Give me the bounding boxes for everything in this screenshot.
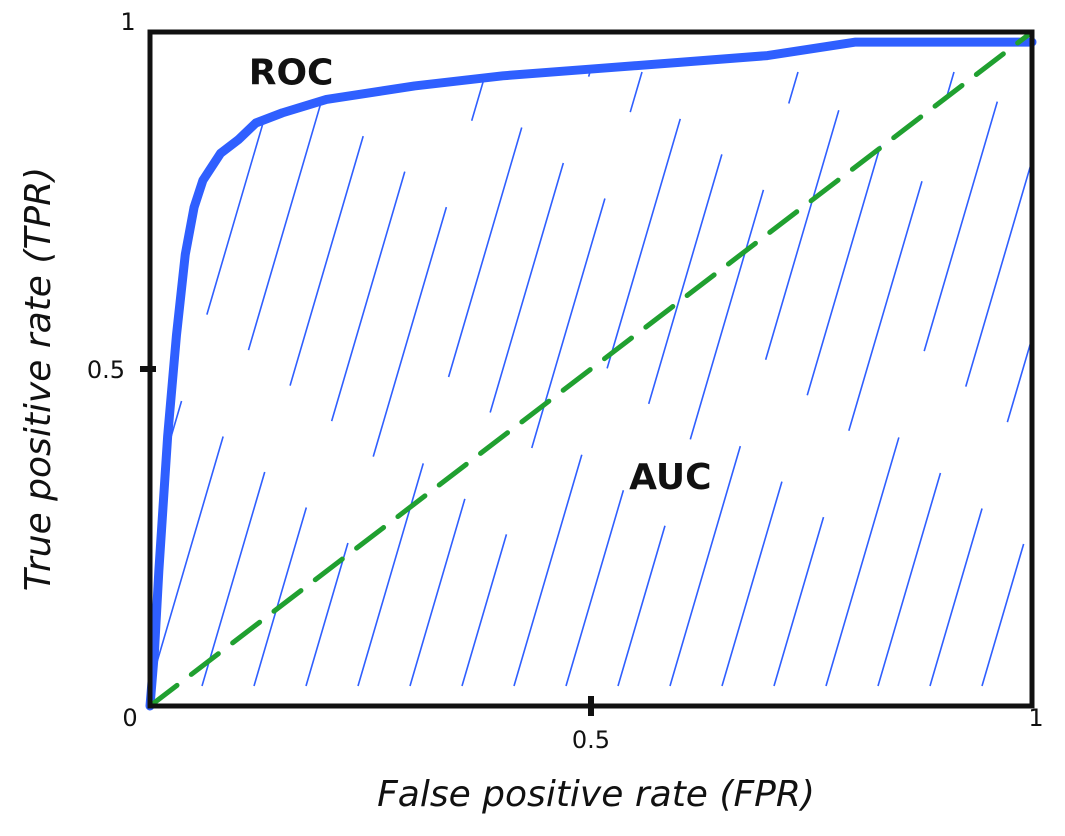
hatch-line <box>721 71 903 687</box>
hatch-line <box>773 71 955 687</box>
hatch-line <box>461 71 643 687</box>
hatch-line <box>305 71 487 687</box>
x-tick-label: 0.5 <box>572 726 610 754</box>
auc-annotation: AUC <box>629 457 711 498</box>
hatch-line <box>513 71 695 687</box>
hatch-line <box>617 71 799 687</box>
hatch-line <box>150 71 279 687</box>
auc-hatch <box>0 71 1065 687</box>
hatch-line <box>0 72 18 686</box>
hatch-line <box>981 71 1032 687</box>
x-tick-label: 1 <box>1028 704 1043 732</box>
hatch-line <box>253 71 435 687</box>
hatch-line <box>150 71 331 687</box>
y-tick-label: 0.5 <box>87 356 125 384</box>
x-axis-title: False positive rate (FPR) <box>377 774 815 815</box>
hatch-line <box>357 71 539 687</box>
roc-annotation: ROC <box>249 52 334 93</box>
hatch-line <box>150 71 227 687</box>
hatch-line <box>669 71 851 687</box>
origin-label: 0 <box>122 704 137 732</box>
tick-layer: 0.5 1 0.5 1 <box>87 8 1044 754</box>
hatch-line <box>201 71 383 687</box>
hatch-line <box>1034 72 1065 686</box>
hatch-line <box>929 71 1032 687</box>
series-line-roc <box>145 37 1037 711</box>
y-axis-title: True positive rate (TPR) <box>18 167 59 591</box>
y-tick-label: 1 <box>120 8 135 36</box>
series-layer <box>145 29 1037 711</box>
hatch-line <box>877 71 1032 687</box>
series-line-random <box>147 29 1035 709</box>
hatch-line <box>565 71 747 687</box>
hatch-line <box>409 71 591 687</box>
hatch-line <box>825 71 1007 687</box>
